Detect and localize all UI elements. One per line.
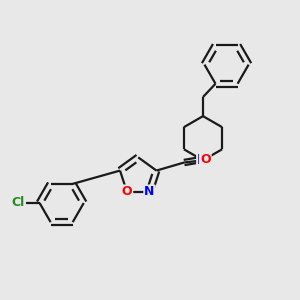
Text: Cl: Cl — [12, 196, 25, 209]
Text: O: O — [122, 185, 132, 199]
Text: O: O — [200, 153, 211, 166]
Text: N: N — [144, 185, 155, 199]
Text: N: N — [197, 153, 209, 167]
